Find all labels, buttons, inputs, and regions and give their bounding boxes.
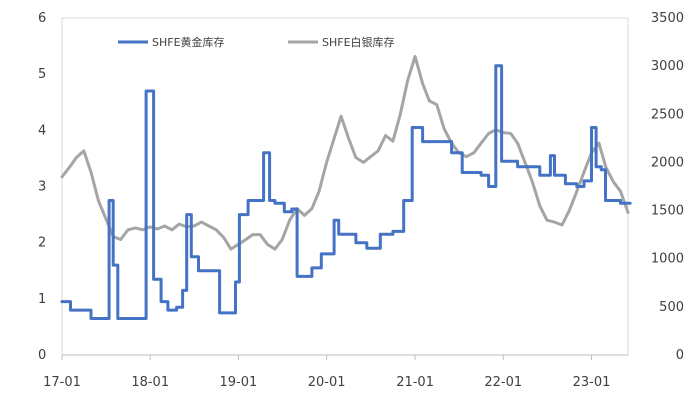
y-right-tick-label: 500 [659, 300, 684, 315]
x-tick-label: 19-01 [220, 375, 258, 390]
y-right-tick-label: 1000 [651, 252, 684, 267]
y-left-tick-label: 2 [38, 236, 46, 251]
legend-label-gold: SHFE黄金库存 [152, 35, 225, 49]
y-left-tick-label: 4 [38, 123, 46, 138]
x-tick-label: 17-01 [43, 375, 81, 390]
y-left-tick-label: 3 [38, 180, 46, 195]
legend-label-silver: SHFE白银库存 [322, 35, 395, 49]
y-left-tick-label: 5 [38, 67, 46, 82]
x-tick-label: 23-01 [573, 375, 611, 390]
y-right-tick-label: 2500 [651, 107, 684, 122]
y-right-tick-label: 2000 [651, 155, 684, 170]
y-right-tick-label: 3000 [651, 59, 684, 74]
y-right-tick-label: 1500 [651, 204, 684, 219]
axes: 0 1 2 3 4 5 6 0 500 1000 1500 2000 2500 3000 3500 17-01… [38, 11, 684, 390]
x-tick-label: 18-01 [131, 375, 169, 390]
series-layer [60, 55, 632, 320]
x-tick-label: 21-01 [396, 375, 434, 390]
y-right-tick-label: 0 [676, 348, 684, 363]
y-right-tick-label: 3500 [651, 11, 684, 26]
y-left-tick-label: 6 [38, 11, 46, 26]
legend: SHFE黄金库存 SHFE白银库存 [118, 35, 395, 49]
x-tick-label: 22-01 [484, 375, 522, 390]
series-line-silver [60, 55, 630, 251]
series-line-gold [60, 64, 632, 320]
x-tick-label: 20-01 [308, 375, 346, 390]
y-left-tick-label: 0 [38, 348, 46, 363]
y-left-tick-label: 1 [38, 292, 46, 307]
